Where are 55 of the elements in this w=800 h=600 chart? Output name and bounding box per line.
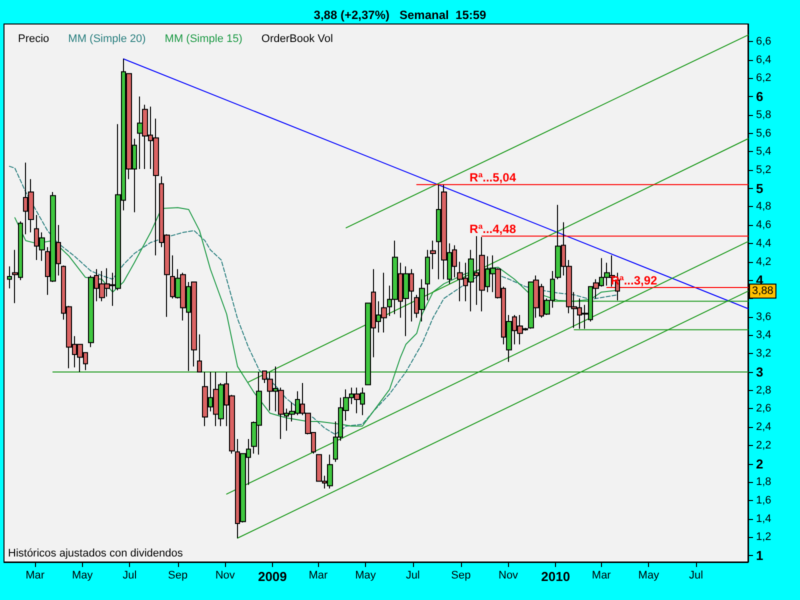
text: Precio (18, 33, 50, 45)
x-tick-label: Jul (406, 570, 420, 582)
x-tick-label: Mar (592, 570, 612, 582)
text: MM (Simple 15) (164, 33, 242, 45)
y-tick-label: 4,4 (756, 237, 772, 250)
x-tick-label: Nov (498, 570, 519, 582)
x-tick-label: May (72, 570, 94, 582)
y-tick-label: 6,6 (756, 35, 772, 48)
y-tick-label: 5 (756, 180, 764, 196)
y-tick-label: 6,2 (756, 72, 772, 84)
x-tick-label: Mar (26, 570, 45, 582)
candlestick (425, 249, 430, 301)
y-tick-label: 3,4 (756, 329, 772, 342)
y-tick-label: 3,2 (756, 348, 772, 360)
y-tick-label: 1,6 (756, 494, 772, 506)
y-tick-label: 4,8 (756, 200, 772, 213)
x-tick-label: Sep (168, 570, 188, 582)
x-tick-label: 2009 (258, 569, 287, 584)
y-tick-label: 4,2 (756, 256, 772, 268)
annotation: Rª...4,48 (470, 222, 516, 236)
y-tick-label: 6,4 (756, 54, 772, 66)
y-tick-label: 1 (756, 548, 764, 564)
annotation: 3,88 (752, 285, 774, 298)
y-tick-label: 2,6 (756, 402, 772, 415)
y-tick-label: 2,4 (756, 421, 772, 434)
candlestick (7, 266, 12, 289)
x-tick-label: 2010 (541, 569, 570, 584)
y-tick-label: 4,6 (756, 219, 772, 232)
x-tick-label: Sep (451, 570, 471, 582)
y-tick-label: 2,8 (756, 384, 772, 396)
y-tick-label: 2 (756, 456, 764, 472)
x-tick-label: Jul (122, 570, 137, 582)
y-tick-label: 2,2 (756, 439, 772, 452)
chart-title: 3,88 (+2,37%) Semanal 15:59 (314, 8, 487, 22)
x-tick-label: Mar (308, 570, 328, 582)
y-tick-label: 3,6 (756, 310, 772, 323)
annotation: Históricos ajustados con dividendos (8, 548, 184, 560)
candlestick (430, 240, 436, 270)
y-tick-label: 5,2 (756, 164, 772, 176)
x-tick-label: May (638, 570, 660, 582)
y-tick-label: 5,8 (756, 108, 772, 121)
x-tick-label: May (355, 570, 376, 582)
text: MM (Simple 20) (68, 33, 146, 45)
y-tick-label: 6 (756, 89, 764, 104)
y-tick-label: 3 (756, 364, 764, 380)
candlestick (197, 334, 202, 372)
y-tick-label: 1,8 (756, 476, 772, 488)
y-tick-label: 1,2 (756, 531, 772, 544)
annotation: Rª...5,04 (470, 170, 516, 185)
y-tick-label: 5,4 (756, 146, 772, 158)
x-tick-label: Nov (215, 570, 236, 582)
x-tick-label: Jul (688, 570, 704, 582)
legend-label: OrderBook Vol (261, 33, 333, 45)
y-tick-label: 5,6 (756, 127, 772, 140)
y-tick-label: 1,4 (756, 512, 772, 525)
